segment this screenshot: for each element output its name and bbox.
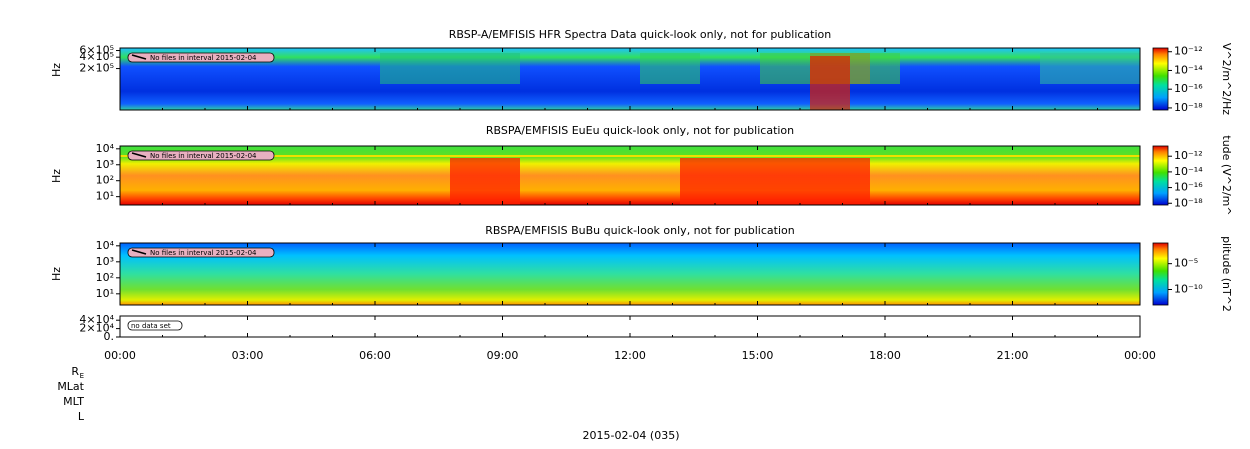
panel-background	[120, 316, 1140, 337]
y-axis-label: Hz	[50, 267, 63, 281]
colorbar-tick-label: 10⁻¹⁴	[1174, 165, 1203, 178]
x-tick-label: 00:00	[1124, 349, 1156, 362]
y-tick-label: 2×10⁴	[79, 322, 114, 335]
ephemeris-label: R	[71, 365, 79, 378]
note: No files in interval 2015-02-04	[150, 249, 257, 257]
y-axis-label: Hz	[50, 169, 63, 183]
y-tick-label: 6×10⁵	[79, 44, 114, 57]
y-tick-label: 4×10⁵	[79, 50, 114, 63]
spectrogram-feature	[450, 158, 520, 205]
x-tick-label: 21:00	[997, 349, 1029, 362]
note: No files in interval 2015-02-04	[150, 54, 257, 62]
panel-title: RBSP-A/EMFISIS HFR Spectra Data quick-lo…	[449, 28, 832, 41]
colorbar	[1152, 145, 1169, 206]
ephemeris-label: L	[78, 410, 85, 423]
panel-title: RBSPA/EMFISIS EuEu quick-look only, not …	[486, 124, 794, 137]
note: no data set	[131, 322, 171, 330]
y-tick-label: 10⁴	[96, 142, 115, 155]
colorbar-label: tude (V^2/m^	[1220, 135, 1233, 215]
colorbar	[1152, 242, 1169, 306]
x-tick-label: 09:00	[487, 349, 519, 362]
x-tick-label: 00:00	[104, 349, 136, 362]
footer: 2015-02-04 (035)	[582, 429, 679, 442]
y-tick-label: 10¹	[96, 190, 114, 203]
spectrogram	[120, 243, 1140, 305]
note-box	[127, 320, 183, 331]
colorbar-tick-label: 10⁻¹⁶	[1174, 82, 1203, 95]
colorbar	[1152, 47, 1169, 111]
note: No files in interval 2015-02-04	[150, 152, 257, 160]
x-tick-label: 12:00	[614, 349, 646, 362]
y-axis-label: Hz	[50, 63, 63, 77]
spectrogram-feature	[760, 158, 870, 205]
ephemeris-subscript: E	[80, 372, 84, 380]
note-icon	[131, 249, 147, 255]
x-tick-label: 06:00	[359, 349, 391, 362]
note-box	[127, 150, 275, 161]
spectrogram-feature	[640, 53, 700, 84]
colorbar-tick-label: 10⁻¹⁴	[1174, 63, 1203, 76]
spectrogram-feature	[380, 53, 520, 84]
colorbar-tick-label: 10⁻¹⁸	[1174, 101, 1203, 114]
spectrogram-feature	[810, 56, 850, 110]
x-tick-label: 03:00	[232, 349, 264, 362]
note-icon	[131, 54, 147, 60]
colorbar-tick-label: 10⁻¹⁰	[1174, 283, 1203, 296]
note-icon	[131, 152, 147, 158]
y-tick-label: 10¹	[96, 287, 114, 300]
y-tick-label: 4×10⁴	[79, 313, 114, 326]
y-tick-label: 10²	[96, 271, 114, 284]
x-tick-label: 18:00	[869, 349, 901, 362]
y-tick-label: 10³	[96, 158, 114, 171]
note-box	[127, 247, 275, 258]
note-box	[127, 52, 275, 63]
colorbar-label: V^2/m^2/Hz	[1220, 43, 1233, 115]
colorbar-label: plitude (nT^2	[1220, 236, 1233, 312]
colorbar-tick-label: 10⁻¹⁶	[1174, 181, 1203, 194]
spectrogram-feature	[1040, 53, 1140, 84]
y-tick-label: 0.	[104, 330, 115, 343]
y-tick-label: 10⁴	[96, 239, 115, 252]
spectrogram	[120, 48, 1140, 110]
colorbar-tick-label: 10⁻¹²	[1174, 45, 1203, 58]
spectrogram-feature	[680, 158, 760, 205]
colorbar-tick-label: 10⁻¹²	[1174, 149, 1203, 162]
y-tick-label: 2×10⁵	[79, 62, 114, 75]
colorbar-tick-label: 10⁻⁵	[1174, 257, 1198, 270]
ephemeris-label: MLT	[63, 395, 84, 408]
colorbar-tick-label: 10⁻¹⁸	[1174, 196, 1203, 209]
panel-title: RBSPA/EMFISIS BuBu quick-look only, not …	[485, 224, 795, 237]
y-tick-label: 10³	[96, 255, 114, 268]
y-tick-label: 10²	[96, 174, 114, 187]
x-tick-label: 15:00	[742, 349, 774, 362]
ephemeris-label: MLat	[57, 380, 84, 393]
